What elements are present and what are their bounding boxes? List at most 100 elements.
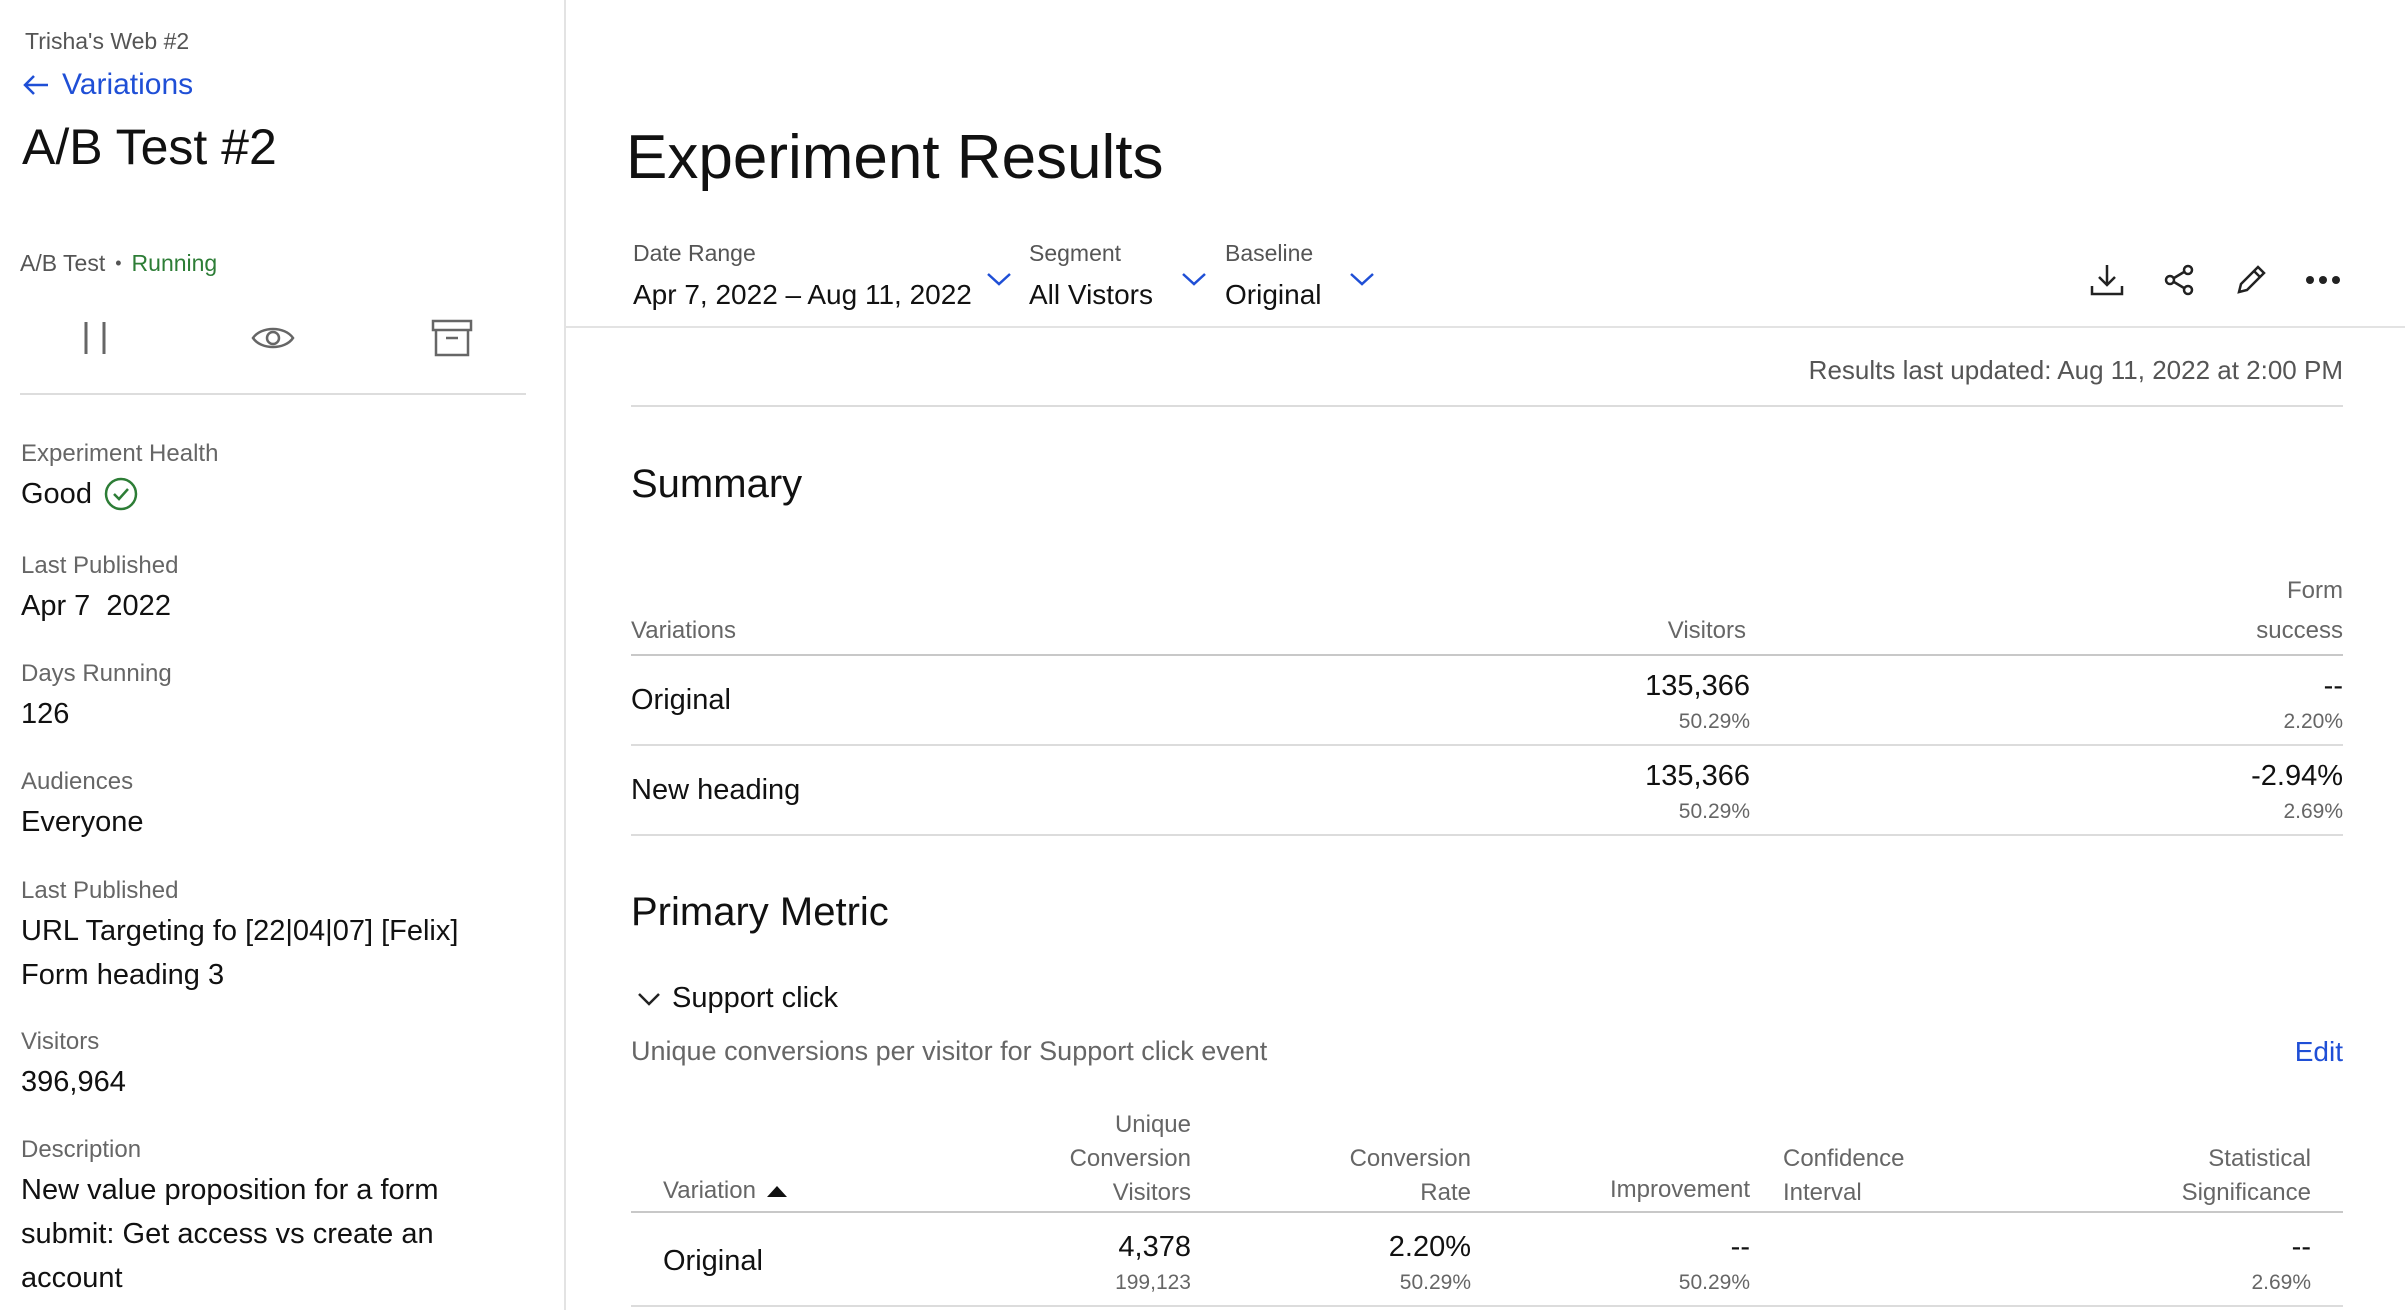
field-label: Description bbox=[21, 1136, 142, 1163]
metric-description: Unique conversions per visitor for Suppo… bbox=[631, 1036, 1268, 1066]
date-range-filter[interactable]: Date Range Apr 7, 2022 – Aug 11, 2022 bbox=[633, 240, 972, 311]
field-value: Everyone bbox=[21, 806, 144, 838]
field-label: Last Published bbox=[21, 877, 179, 904]
share-icon bbox=[2164, 264, 2194, 296]
metric-toggle[interactable]: Support click bbox=[636, 982, 838, 1015]
header-divider bbox=[566, 326, 2405, 328]
check-circle-icon bbox=[104, 477, 138, 511]
col-header-variations: Variations bbox=[631, 617, 736, 644]
edit-button[interactable] bbox=[2229, 258, 2273, 302]
filter-label: Date Range bbox=[633, 240, 756, 266]
archive-icon bbox=[431, 319, 473, 357]
variation-name: Original bbox=[631, 684, 731, 716]
visitors-pct: 50.29% bbox=[1678, 800, 1750, 823]
baseline-filter[interactable]: Baseline Original bbox=[1225, 240, 1321, 311]
improvement-sub: 50.29% bbox=[1678, 1271, 1750, 1294]
edit-metric-link[interactable]: Edit bbox=[2294, 1036, 2343, 1067]
pause-icon bbox=[84, 322, 106, 354]
field-experiment-health: Experiment Health Good bbox=[21, 440, 541, 516]
chevron-down-icon[interactable] bbox=[985, 270, 1013, 288]
chevron-down-icon[interactable] bbox=[1180, 270, 1208, 288]
col-header-line: Visitors bbox=[1112, 1179, 1191, 1206]
metric-name: Support click bbox=[672, 982, 839, 1014]
eye-icon bbox=[251, 327, 295, 349]
cr-sub: 50.29% bbox=[1399, 1271, 1471, 1294]
col-header-line: Rate bbox=[1420, 1179, 1471, 1206]
col-header-visitors: Visitors bbox=[1667, 617, 1746, 644]
health-value: Good bbox=[21, 478, 92, 510]
col-header-ucv: Unique Conversion Visitors bbox=[1070, 1108, 1191, 1210]
filter-value: Original bbox=[1225, 279, 1322, 310]
results-updated-text: Results last updated: Aug 11, 2022 at 2:… bbox=[1808, 355, 2343, 385]
col-header-line: Statistical bbox=[2208, 1145, 2311, 1172]
field-label: Last Published bbox=[21, 552, 179, 579]
col-header-sig: Statistical Significance bbox=[2182, 1142, 2311, 1210]
page-title: Experiment Results bbox=[626, 123, 1164, 192]
experiment-type-status: A/B Test • Running bbox=[20, 250, 217, 277]
table-header-divider bbox=[631, 1211, 2343, 1213]
field-value: 396,964 bbox=[21, 1066, 126, 1098]
col-header-ci: Confidence Interval bbox=[1783, 1142, 1904, 1210]
field-days-running: Days Running 126 bbox=[21, 660, 541, 736]
col-header-cr: Conversion Rate bbox=[1350, 1142, 1471, 1210]
arrow-left-icon bbox=[23, 75, 48, 95]
more-options-button[interactable] bbox=[2301, 258, 2345, 302]
field-value: Apr 7 2022 bbox=[21, 590, 171, 622]
col-header-line: Confidence bbox=[1783, 1145, 1905, 1172]
status-badge: Running bbox=[131, 250, 218, 276]
success-pct: 2.20% bbox=[2283, 710, 2343, 733]
field-audiences: Audiences Everyone bbox=[21, 768, 541, 844]
col-header-line: Significance bbox=[2181, 1179, 2311, 1206]
variation-name: New heading bbox=[631, 774, 801, 806]
field-value-line: submit: Get access vs create an bbox=[21, 1218, 434, 1250]
chevron-down-icon bbox=[638, 992, 660, 1006]
col-header-line: Conversion bbox=[1069, 1145, 1191, 1172]
col-header-line: Unique bbox=[1114, 1111, 1191, 1138]
field-value: 126 bbox=[21, 698, 70, 730]
filter-value: Apr 7, 2022 – Aug 11, 2022 bbox=[633, 279, 972, 310]
share-button[interactable] bbox=[2157, 258, 2201, 302]
back-label: Variations bbox=[62, 68, 194, 101]
segment-filter[interactable]: Segment All Vistors bbox=[1029, 240, 1153, 311]
experiment-title: A/B Test #2 bbox=[22, 119, 277, 175]
experiment-type: A/B Test bbox=[20, 250, 106, 276]
row-divider bbox=[631, 834, 2343, 836]
ucv-value: 4,378 bbox=[1118, 1231, 1191, 1263]
col-header-label: Variation bbox=[663, 1177, 756, 1204]
filter-label: Baseline bbox=[1225, 240, 1314, 266]
separator-dot: • bbox=[115, 253, 122, 273]
col-header-success: success bbox=[2256, 617, 2343, 644]
success-value: -- bbox=[2323, 670, 2343, 702]
sort-up-icon bbox=[766, 1186, 787, 1197]
divider bbox=[631, 405, 2343, 407]
chevron-down-icon[interactable] bbox=[1348, 270, 1376, 288]
pause-button[interactable] bbox=[65, 310, 125, 366]
col-header-line: Interval bbox=[1783, 1179, 1862, 1206]
filter-value: All Vistors bbox=[1029, 279, 1153, 310]
back-to-variations-link[interactable]: Variations bbox=[22, 68, 193, 102]
sidebar: Trisha's Web #2 Variations A/B Test #2 A… bbox=[0, 0, 566, 1310]
ucv-sub: 199,123 bbox=[1115, 1271, 1191, 1294]
col-header-variation[interactable]: Variation bbox=[663, 1177, 788, 1205]
variation-name: Original bbox=[663, 1245, 763, 1277]
field-value-line: New value proposition for a form bbox=[21, 1174, 439, 1206]
more-icon bbox=[2306, 276, 2340, 284]
row-divider bbox=[631, 744, 2343, 746]
download-button[interactable] bbox=[2085, 258, 2129, 302]
download-icon bbox=[2090, 265, 2124, 296]
preview-button[interactable] bbox=[243, 310, 303, 366]
field-label: Experiment Health bbox=[21, 440, 219, 467]
filter-label: Segment bbox=[1029, 240, 1122, 266]
success-pct: 2.69% bbox=[2283, 800, 2343, 823]
visitors-value: 135,366 bbox=[1645, 670, 1750, 702]
field-value-line: Form heading 3 bbox=[21, 959, 225, 991]
col-header-form: Form bbox=[2287, 577, 2343, 604]
field-visitors: Visitors 396,964 bbox=[21, 1028, 541, 1104]
visitors-value: 135,366 bbox=[1645, 760, 1750, 792]
archive-button[interactable] bbox=[422, 310, 482, 366]
field-last-published-page: Last Published URL Targeting fo [22|04|0… bbox=[21, 877, 541, 997]
col-header-line: Conversion bbox=[1349, 1145, 1471, 1172]
field-label: Audiences bbox=[21, 768, 134, 795]
health-value-row: Good bbox=[21, 472, 541, 516]
cr-value: 2.20% bbox=[1388, 1231, 1471, 1263]
